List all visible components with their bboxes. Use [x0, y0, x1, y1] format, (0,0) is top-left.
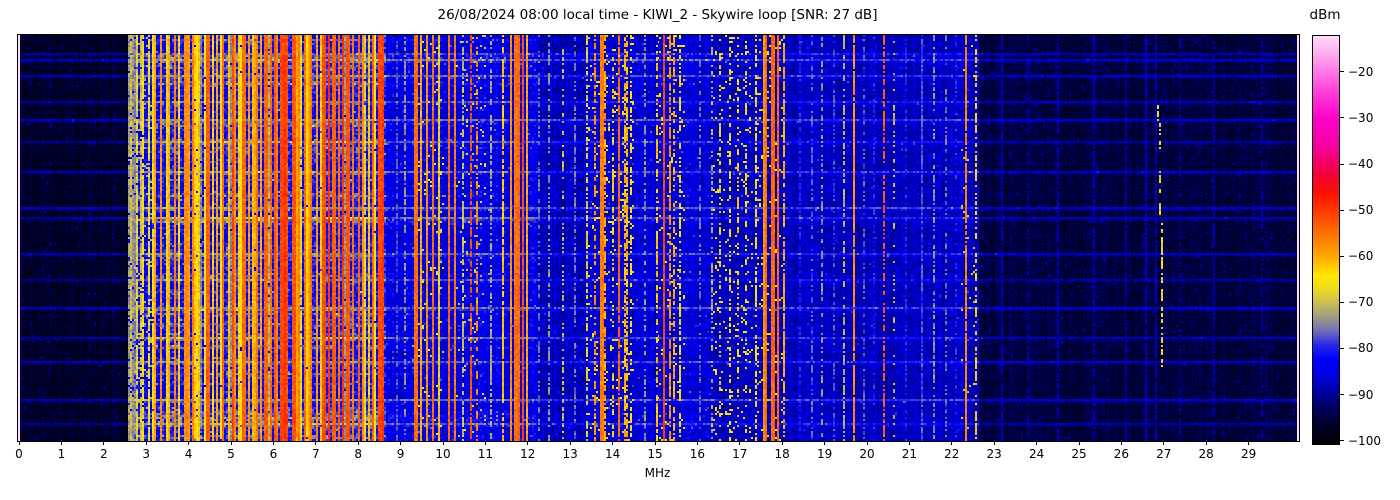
colorbar-unit-label: dBm [1309, 7, 1341, 23]
x-tick [781, 441, 783, 445]
x-tick [1163, 441, 1165, 445]
x-tick [484, 441, 486, 445]
x-tick [1036, 441, 1038, 445]
x-axis-label: MHz [644, 466, 671, 480]
x-tick [272, 441, 274, 445]
chart-title: 26/08/2024 08:00 local time - KIWI_2 - S… [437, 7, 878, 23]
colorbar-tick-label: −70 [1348, 295, 1374, 310]
colorbar-tick-label: −50 [1348, 203, 1374, 218]
x-tick-label: 18 [774, 447, 790, 461]
colorbar-tick [1340, 394, 1344, 396]
colorbar-ticks: −20 −30 −40 −50 −60 −70 −80 −90 −100 [1340, 35, 1400, 448]
x-tick-label: 17 [732, 447, 748, 461]
colorbar-tick-label: −20 [1348, 64, 1374, 79]
x-tick-label: 12 [520, 447, 536, 461]
x-tick [357, 441, 359, 445]
colorbar-tick-label: −40 [1348, 157, 1374, 172]
x-tick-label: 20 [859, 447, 875, 461]
x-tick-label: 25 [1071, 447, 1087, 461]
x-tick [1120, 441, 1122, 445]
x-tick-label: 2 [99, 447, 108, 461]
x-tick-label: 27 [1156, 447, 1172, 461]
x-tick-label: 14 [604, 447, 621, 461]
x-tick [230, 441, 232, 445]
x-tick-label: 21 [901, 447, 918, 461]
x-tick [569, 441, 571, 445]
x-tick [60, 441, 62, 445]
x-tick-label: 29 [1240, 447, 1257, 461]
colorbar-tick-label: −30 [1348, 110, 1374, 125]
x-tick [103, 441, 105, 445]
colorbar-tick [1340, 440, 1344, 442]
x-tick [654, 441, 656, 445]
x-tick [1205, 441, 1207, 445]
colorbar-tick [1340, 255, 1344, 257]
colorbar-tick-label: −80 [1348, 341, 1374, 356]
x-tick-label: 22 [944, 447, 960, 461]
colorbar-tick-label: −90 [1348, 387, 1374, 402]
x-tick [612, 441, 614, 445]
x-tick [824, 441, 826, 445]
x-tick-label: 13 [562, 447, 578, 461]
x-tick-label: 23 [986, 447, 1002, 461]
x-tick [315, 441, 317, 445]
x-tick [527, 441, 529, 445]
x-tick-label: 10 [435, 447, 451, 461]
colorbar-tick [1340, 71, 1344, 73]
x-tick [993, 441, 995, 445]
colorbar-tick [1340, 209, 1344, 211]
x-tick [188, 441, 190, 445]
x-tick [1248, 441, 1250, 445]
x-tick-label: 7 [311, 447, 320, 461]
x-tick-label: 0 [15, 447, 23, 461]
x-axis: 0 1 2 3 4 5 6 7 8 9 10 11 12 13 14 15 16 17 18 19 20 21 22 23 24… [15, 441, 1298, 471]
x-tick-label: 11 [477, 447, 494, 461]
x-tick-label: 5 [227, 447, 235, 461]
x-tick-label: 15 [647, 447, 663, 461]
x-tick-label: 1 [57, 447, 66, 461]
x-tick-label: 3 [142, 447, 150, 461]
colorbar-tick [1340, 301, 1344, 303]
x-tick-label: 9 [396, 447, 405, 461]
waterfall-heatmap [17, 34, 1300, 442]
colorbar-tick-label: −60 [1348, 249, 1374, 264]
colorbar-tick [1340, 117, 1344, 119]
x-tick-label: 19 [816, 447, 833, 461]
x-tick [18, 441, 20, 445]
x-tick [951, 441, 953, 445]
x-tick [739, 441, 741, 445]
x-tick-label: 8 [354, 447, 362, 461]
x-tick [1078, 441, 1080, 445]
x-tick [145, 441, 147, 445]
colorbar-tick-label: −100 [1348, 433, 1381, 448]
colorbar-tick [1340, 347, 1344, 349]
x-tick [866, 441, 868, 445]
x-tick-label: 16 [689, 447, 706, 461]
x-tick-label: 6 [269, 447, 278, 461]
x-tick [696, 441, 698, 445]
x-tick-label: 4 [184, 447, 193, 461]
colorbar-tick [1340, 163, 1344, 165]
x-tick-label: 28 [1198, 447, 1214, 461]
x-tick [400, 441, 402, 445]
x-tick [908, 441, 910, 445]
colorbar-gradient [1312, 35, 1340, 445]
x-tick-label: 26 [1113, 447, 1130, 461]
x-tick [442, 441, 444, 445]
x-tick-label: 24 [1028, 447, 1045, 461]
